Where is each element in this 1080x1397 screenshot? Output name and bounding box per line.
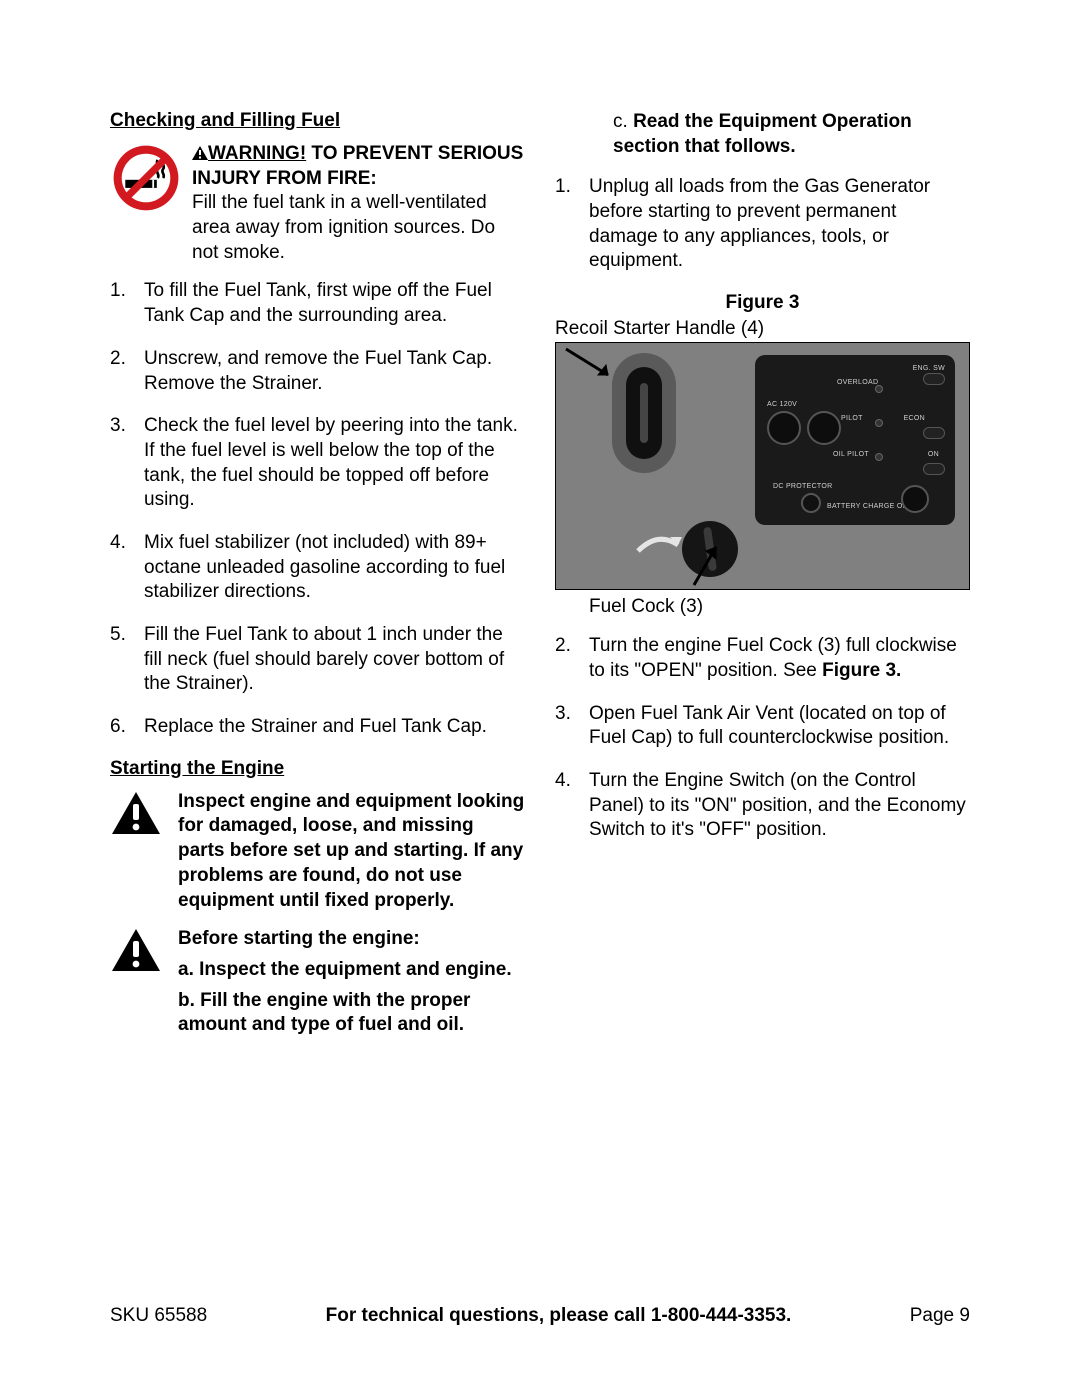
heading-checking-fuel: Checking and Filling Fuel: [110, 110, 525, 132]
figure-label: Figure 3: [555, 292, 970, 314]
footer-page: Page 9: [910, 1305, 970, 1327]
control-panel: ENG. SW OVERLOAD AC 120V PILOT ECON OIL …: [755, 355, 955, 525]
footer-support: For technical questions, please call 1-8…: [326, 1305, 792, 1327]
warning-block-fire: WARNING! TO PREVENT SERIOUS INJURY FROM …: [110, 142, 525, 265]
list-item: 5.Fill the Fuel Tank to about 1 inch und…: [110, 623, 525, 697]
callout-arrow-fuelcock: [686, 543, 726, 590]
list-item: 1.To fill the Fuel Tank, first wipe off …: [110, 279, 525, 328]
figure-caption-bottom: Fuel Cock (3): [589, 596, 970, 618]
footer-sku: SKU 65588: [110, 1305, 207, 1327]
list-item: 2.Unscrew, and remove the Fuel Tank Cap.…: [110, 347, 525, 396]
list-item: 3.Check the fuel level by peering into t…: [110, 414, 525, 513]
page-footer: SKU 65588 For technical questions, pleas…: [110, 1305, 970, 1327]
caution-before-start: Before starting the engine: a. Inspect t…: [110, 927, 525, 1044]
warning-triangle-icon: [110, 927, 168, 978]
list-item: 1.Unplug all loads from the Gas Generato…: [555, 175, 970, 274]
inspect-text: Inspect engine and equipment looking for…: [178, 790, 525, 913]
fuel-steps-list: 1.To fill the Fuel Tank, first wipe off …: [110, 279, 525, 739]
before-start-head: Before starting the engine:: [178, 927, 525, 952]
before-start-block: Before starting the engine: a. Inspect t…: [178, 927, 525, 1044]
warning-label: WARNING!: [208, 143, 306, 164]
callout-arrow-handle: [562, 345, 622, 385]
list-item: 4.Turn the Engine Switch (on the Control…: [555, 769, 970, 843]
rotation-arrow-icon: [634, 529, 684, 557]
warning-triangle-icon: [110, 790, 168, 841]
start-steps-rest: 2. Turn the engine Fuel Cock (3) full cl…: [555, 634, 970, 843]
list-item: 4.Mix fuel stabilizer (not included) wit…: [110, 531, 525, 605]
two-column-layout: Checking and Filling Fuel: [110, 110, 970, 1058]
warning-body: Fill the fuel tank in a well-ventilated …: [192, 192, 495, 262]
figure-3-image: ENG. SW OVERLOAD AC 120V PILOT ECON OIL …: [555, 342, 970, 590]
before-start-b: b. Fill the engine with the proper amoun…: [178, 989, 525, 1038]
before-start-c: c. Read the Equipment Operation section …: [613, 110, 970, 159]
caution-inspect: Inspect engine and equipment looking for…: [110, 790, 525, 913]
before-start-a: a. Inspect the equipment and engine.: [178, 958, 525, 983]
heading-starting-engine: Starting the Engine: [110, 758, 525, 780]
no-smoking-icon: [110, 142, 182, 219]
start-steps-top: 1.Unplug all loads from the Gas Generato…: [555, 175, 970, 274]
list-item: 6.Replace the Strainer and Fuel Tank Cap…: [110, 715, 525, 740]
list-item: 3.Open Fuel Tank Air Vent (located on to…: [555, 702, 970, 751]
figure-caption-top: Recoil Starter Handle (4): [555, 318, 970, 340]
list-item: 2. Turn the engine Fuel Cock (3) full cl…: [555, 634, 970, 683]
right-column: c. Read the Equipment Operation section …: [555, 110, 970, 1058]
warning-text-fire: WARNING! TO PREVENT SERIOUS INJURY FROM …: [192, 142, 525, 265]
left-column: Checking and Filling Fuel: [110, 110, 525, 1058]
